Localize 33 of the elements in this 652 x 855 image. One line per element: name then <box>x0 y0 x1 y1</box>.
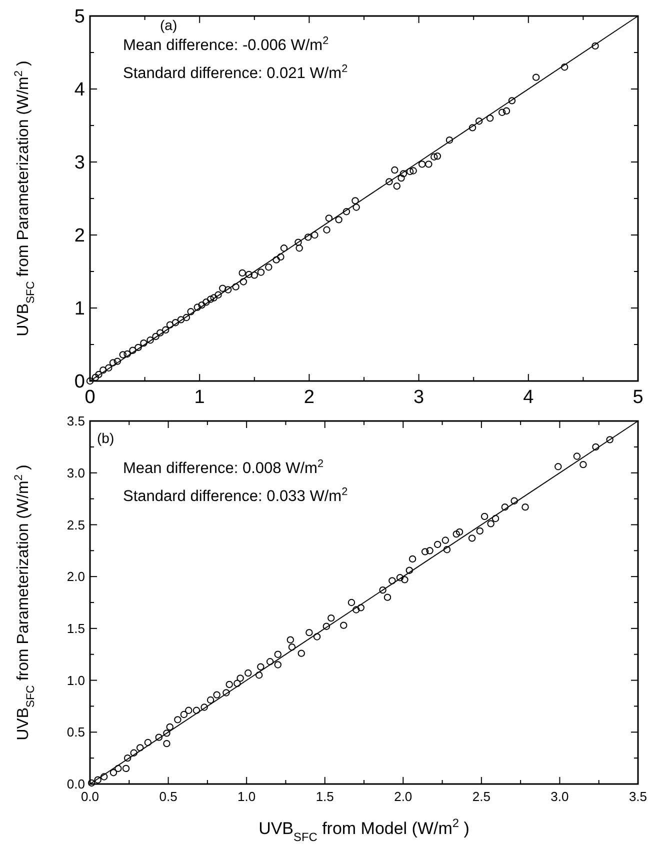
y-tick-label: 1.0 <box>66 672 85 688</box>
x-axis-title: UVB$_{SFC}$ from Model (W/m$^{2}$) <box>258 816 470 844</box>
y-tick-label: 2.5 <box>66 517 85 532</box>
x-tick-label: 2.5 <box>472 789 490 804</box>
annotation: Standard difference: 0.033 W/m$^{2}$ <box>123 486 348 505</box>
y-tick-label: 3.5 <box>66 414 85 429</box>
annotation: (b) <box>97 430 114 446</box>
y-tick-label: 5 <box>74 6 85 28</box>
x-tick-label: 5 <box>632 387 644 408</box>
y-tick-label: 3.0 <box>66 465 85 480</box>
x-tick-label: 0.5 <box>159 789 178 804</box>
y-tick-label: 2 <box>74 226 85 247</box>
annotation: Mean difference: -0.006 W/m$^{2}$ <box>123 35 329 54</box>
annotation: Standard difference: 0.021 W/m$^{2}$ <box>123 63 348 82</box>
y-tick-label: 0.5 <box>66 724 85 740</box>
y-tick-label: 1.5 <box>66 620 85 636</box>
x-tick-label: 3.0 <box>550 789 569 804</box>
annotation: Mean difference: 0.008 W/m$^{2}$ <box>123 458 324 477</box>
y-tick-label: 1 <box>74 298 85 320</box>
y-tick-label: 4 <box>74 80 86 101</box>
x-tick-label: 2 <box>304 387 314 408</box>
y-tick-label: 2.0 <box>66 569 85 584</box>
x-tick-label: 1.5 <box>316 789 334 804</box>
annotation: (a) <box>160 17 178 33</box>
x-tick-label: 1.0 <box>238 789 256 804</box>
x-tick-label: 1 <box>194 387 205 408</box>
x-tick-label: 3.5 <box>628 789 648 804</box>
y-tick-label: 0 <box>74 372 85 393</box>
y-tick-label: 0.0 <box>66 776 85 792</box>
x-tick-label: 3 <box>414 387 424 408</box>
y-tick-label: 3 <box>74 152 85 174</box>
x-tick-label: 2.0 <box>394 789 412 804</box>
x-tick-label: 4 <box>523 387 534 408</box>
